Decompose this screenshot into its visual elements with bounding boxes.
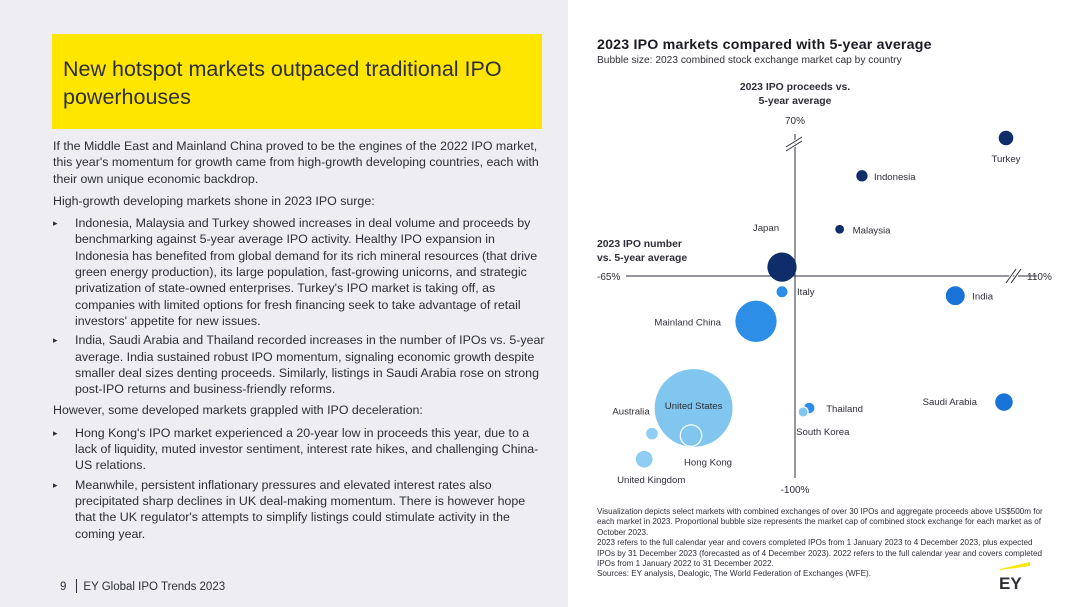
chart-footnote: Visualization depicts select markets wit… (597, 507, 1045, 580)
bubble-label: Thailand (826, 404, 863, 415)
bubble-turkey (999, 131, 1014, 146)
bubble-australia (646, 428, 658, 440)
footnote-line: Sources: EY analysis, Dealogic, The Worl… (597, 569, 1045, 579)
bubble-mainland-china (735, 301, 776, 342)
bubble-label: United Kingdom (617, 475, 685, 486)
y-axis-title: 2023 IPO proceeds vs. (740, 82, 850, 93)
bubble-indonesia (856, 170, 867, 181)
y-axis-break-mask (786, 137, 802, 151)
footnote-line: 2023 refers to the full calendar year an… (597, 538, 1045, 569)
bubble-label: Saudi Arabia (923, 397, 978, 408)
bubble-label: Mainland China (654, 317, 721, 328)
x-max-label: 110% (1027, 272, 1052, 283)
y-axis-title: 5-year average (759, 96, 832, 107)
bubble-label: Indonesia (874, 172, 916, 183)
bubble-label: United States (665, 401, 723, 412)
bubble-label: Turkey (992, 154, 1021, 165)
bubble-label: South Korea (796, 427, 850, 438)
svg-text:EY: EY (999, 574, 1022, 592)
y-min-label: -100% (781, 485, 810, 496)
ey-logo: EY (996, 560, 1032, 592)
x-min-label: -65% (597, 272, 620, 283)
bubble-saudi-arabia (995, 393, 1013, 411)
bubble-hong-kong (680, 425, 701, 446)
bubble-label: Australia (612, 407, 650, 418)
bubble-united-kingdom (636, 451, 653, 468)
bubble-label: Hong Kong (684, 458, 732, 469)
bubble-japan (767, 252, 796, 281)
bubble-label: Italy (797, 287, 815, 298)
x-axis-title: vs. 5-year average (597, 253, 687, 264)
bubble-label: Japan (753, 223, 779, 234)
footnote-line: Visualization depicts select markets wit… (597, 507, 1045, 538)
bubble-label: Malaysia (853, 225, 892, 236)
bubble-south-korea (798, 407, 808, 417)
bubble-italy (777, 286, 788, 297)
bubble-label: India (972, 292, 993, 303)
bubble-malaysia (835, 225, 844, 234)
y-max-label: 70% (785, 116, 805, 127)
bubble-india (946, 286, 965, 305)
x-axis-title: 2023 IPO number (597, 239, 682, 250)
